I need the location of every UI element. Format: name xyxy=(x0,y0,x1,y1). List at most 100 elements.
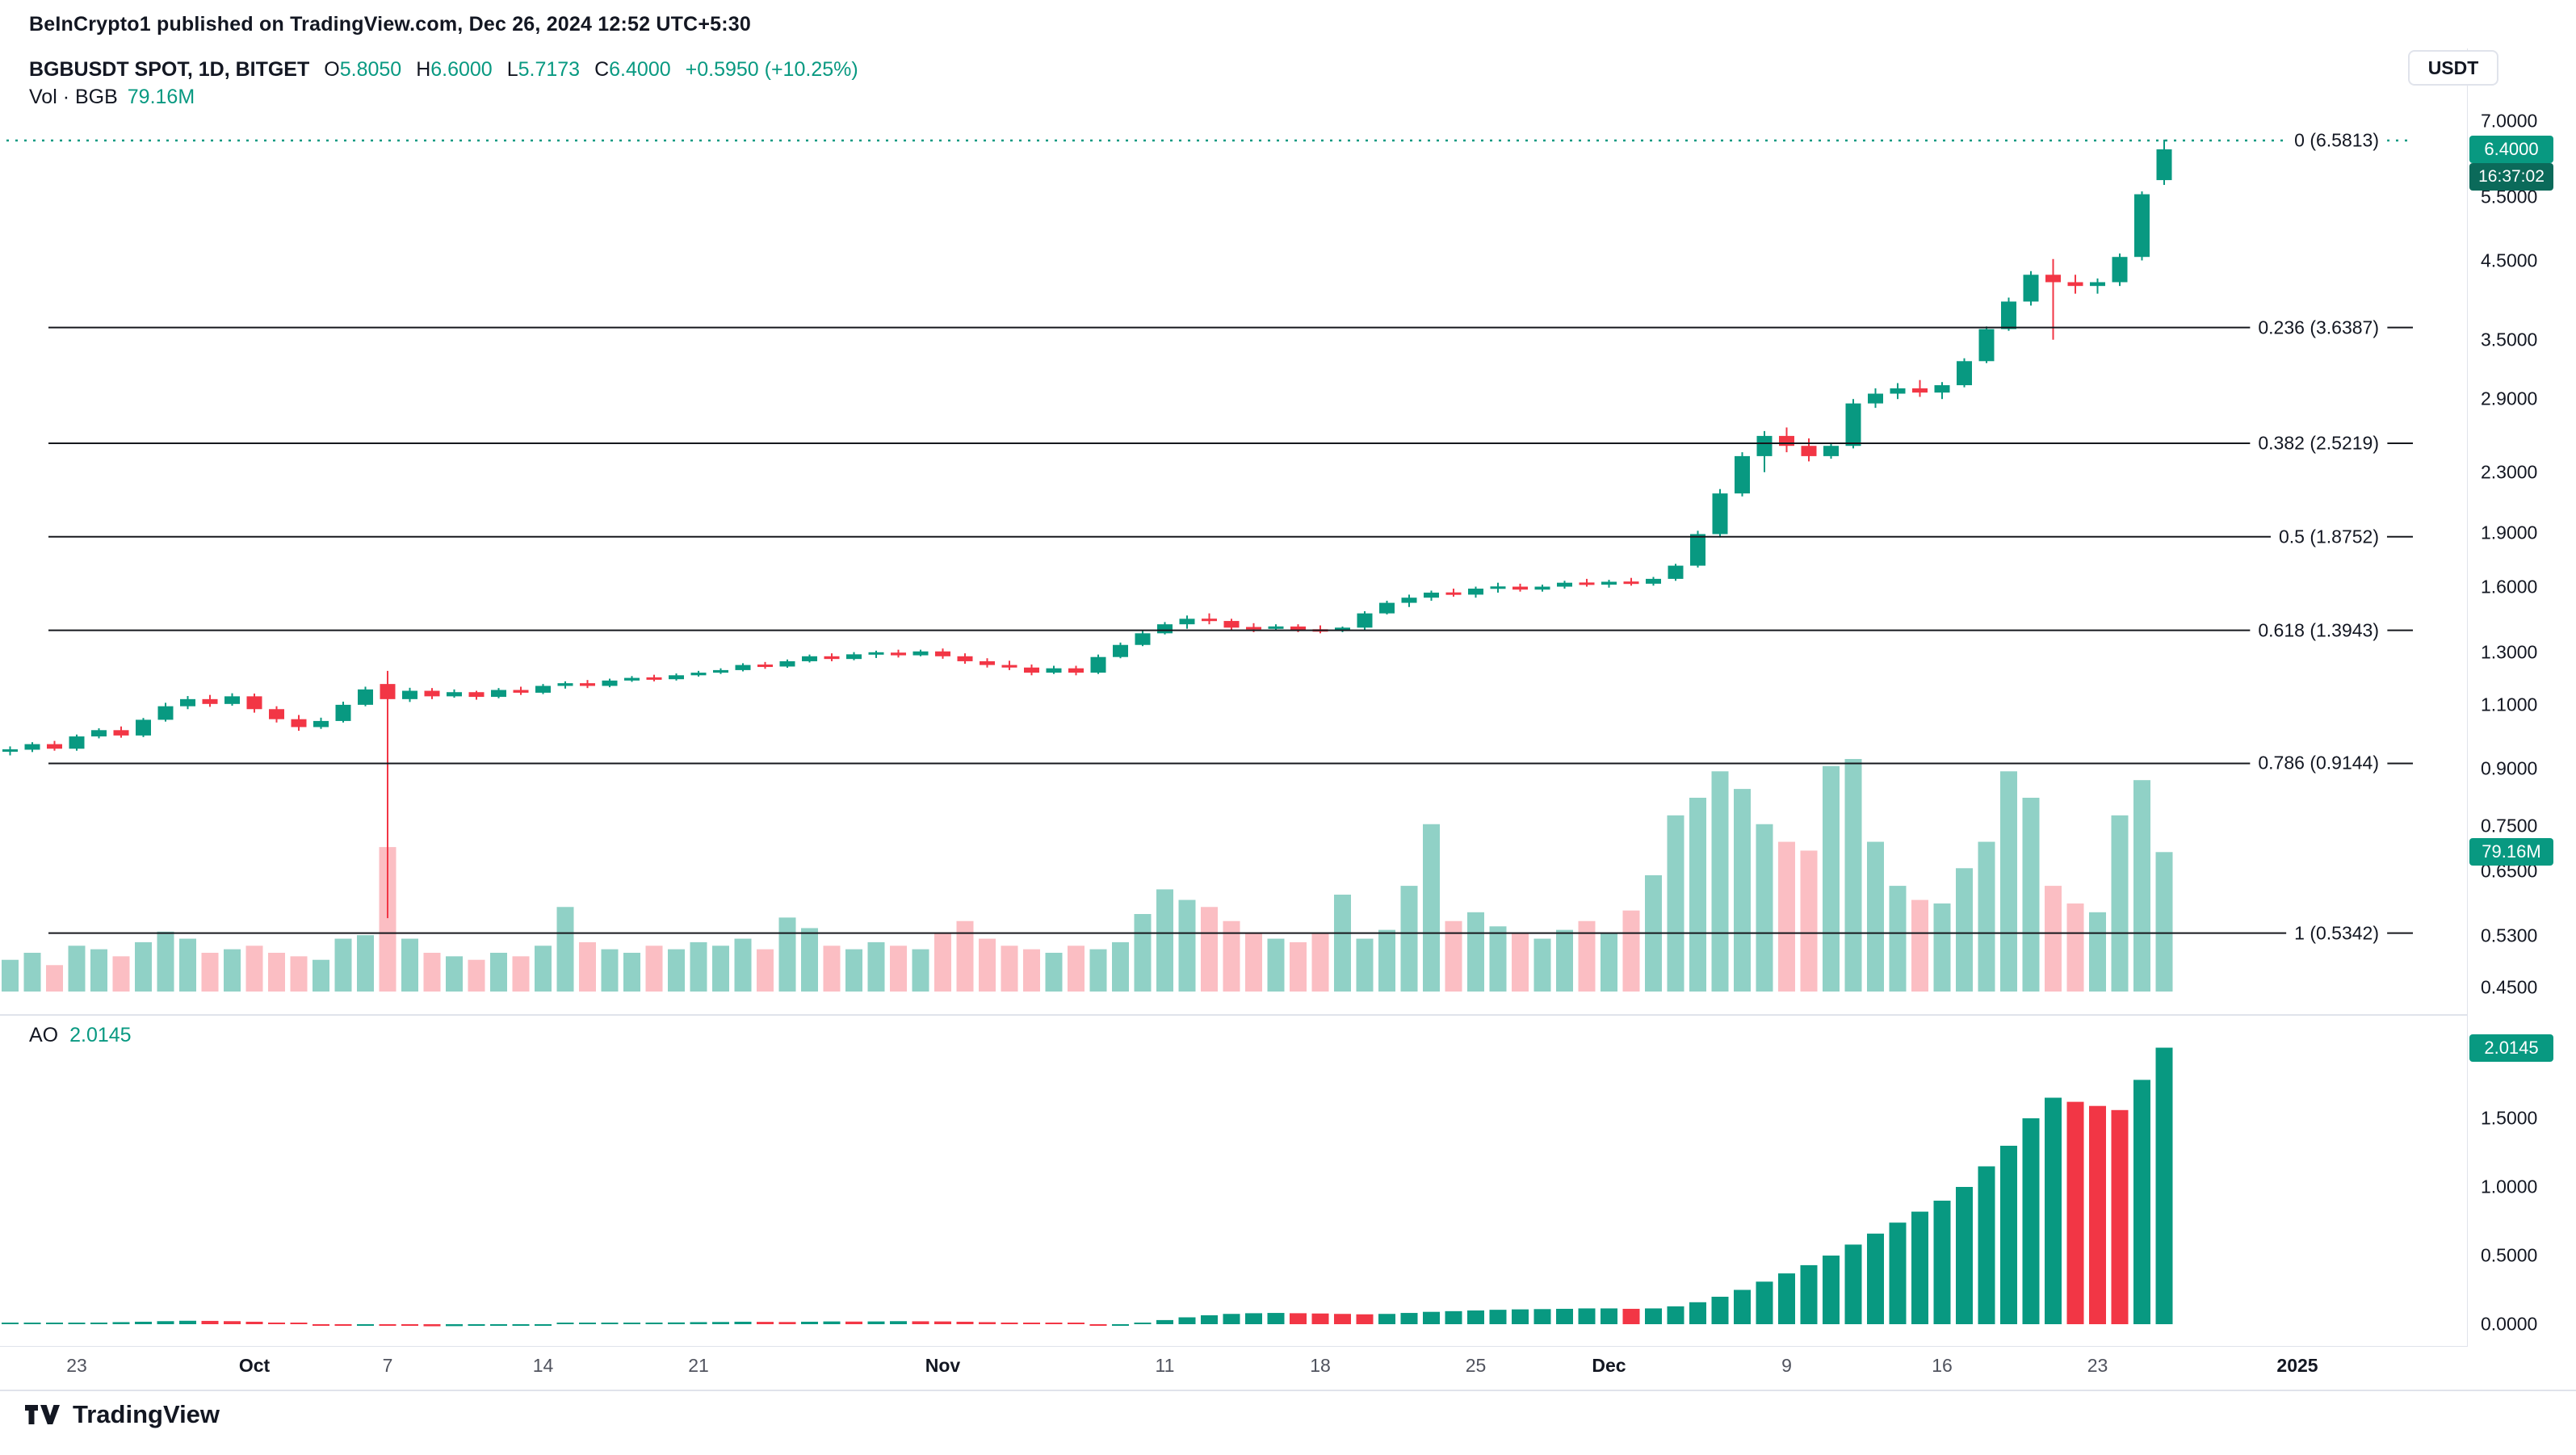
ao-bar xyxy=(1290,1313,1307,1324)
candle-body xyxy=(1068,668,1084,673)
candle-body xyxy=(246,696,262,710)
ao-bar xyxy=(1800,1264,1818,1324)
candle-body xyxy=(1557,582,1572,587)
ao-bar xyxy=(1556,1308,1573,1324)
volume-bar xyxy=(2066,903,2084,992)
ao-bar xyxy=(1645,1308,1662,1324)
ao-bar xyxy=(2133,1080,2150,1324)
volume-bar xyxy=(1467,912,1484,992)
ao-bar xyxy=(579,1323,596,1324)
ao-bar xyxy=(690,1322,707,1324)
candle-body xyxy=(980,660,995,665)
volume-bar xyxy=(734,938,752,992)
candle-body xyxy=(335,704,351,721)
ao-bar xyxy=(1001,1322,1018,1324)
bar-countdown-badge: 16:37:02 xyxy=(2469,162,2553,191)
ao-bar xyxy=(401,1324,418,1327)
volume-bar xyxy=(645,946,663,992)
candle-body xyxy=(913,651,929,656)
time-tick-label: 11 xyxy=(1155,1355,1175,1376)
candle-body xyxy=(1512,586,1528,590)
price-tick-label: 1.9000 xyxy=(2481,522,2538,543)
volume-bar xyxy=(1489,926,1507,992)
candle-body xyxy=(491,690,506,698)
ao-bar xyxy=(1823,1256,1840,1324)
symbol-legend[interactable]: BGBUSDT SPOT, 1D, BITGET O5.8050 H6.6000… xyxy=(29,58,858,82)
ao-bar xyxy=(1734,1289,1751,1324)
ohlc-label: O xyxy=(324,58,340,81)
candle-body xyxy=(846,654,862,660)
volume-bar xyxy=(1734,789,1751,992)
price-tick-label: 4.5000 xyxy=(2481,249,2538,271)
candle-body xyxy=(868,652,884,655)
volume-bar xyxy=(1711,771,1729,992)
change-readout: +0.5950 (+10.25%) xyxy=(685,58,858,81)
ao-bar xyxy=(68,1323,86,1324)
volume-legend[interactable]: Vol · BGB 79.16M xyxy=(29,86,195,109)
time-tick-label: Dec xyxy=(1592,1355,1626,1376)
volume-bar xyxy=(157,931,174,992)
time-axis[interactable]: 23 Oct 7 14 21 Nov 11 18 25 Dec 9 16 23 2025 xyxy=(0,1347,2576,1389)
candle-body xyxy=(513,690,529,693)
candle-body xyxy=(1357,613,1373,628)
volume-bar xyxy=(556,907,574,992)
ao-bar xyxy=(1933,1201,1951,1324)
ao-bar xyxy=(1178,1317,1196,1324)
candle-body xyxy=(802,656,817,661)
ao-bar xyxy=(1689,1302,1706,1324)
price-tick-label: 1.1000 xyxy=(2481,694,2538,715)
volume-bar xyxy=(1311,933,1329,992)
price-tick-label: 2.3000 xyxy=(2481,461,2538,483)
candle-body xyxy=(468,692,485,698)
candle-body xyxy=(757,665,773,668)
volume-bar xyxy=(401,938,418,992)
ao-bar xyxy=(1711,1297,1729,1324)
candle-body xyxy=(779,660,795,667)
volume-bar xyxy=(1889,886,1907,992)
ao-bar xyxy=(1445,1310,1462,1324)
volume-bar xyxy=(290,956,308,992)
time-tick-label: 23 xyxy=(2087,1355,2108,1376)
candle-body xyxy=(1157,624,1173,634)
volume-bar xyxy=(2000,771,2017,992)
ao-legend[interactable]: AO 2.0145 xyxy=(29,1024,132,1047)
currency-button[interactable]: USDT xyxy=(2408,50,2498,86)
candle-body xyxy=(1735,455,1750,494)
volume-bar xyxy=(668,949,685,992)
volume-bar xyxy=(623,953,640,992)
candle-body xyxy=(669,675,684,680)
volume-bar xyxy=(1844,759,1862,992)
ohlc-value: 5.8050 xyxy=(339,58,402,81)
volume-bar xyxy=(1089,949,1107,992)
attribution-text: BeInCrypto1 published on TradingView.com… xyxy=(29,13,751,36)
ao-bar xyxy=(334,1324,352,1326)
candle-body xyxy=(1246,627,1261,630)
candle-body xyxy=(1024,667,1039,673)
ao-bar xyxy=(556,1323,574,1324)
ao-bar xyxy=(179,1320,196,1324)
volume-bar xyxy=(1911,899,1928,992)
volume-bar xyxy=(1201,907,1218,992)
ao-bar xyxy=(468,1324,485,1327)
ao-bar xyxy=(1667,1306,1684,1324)
volume-bar xyxy=(1267,938,1285,992)
ao-bar xyxy=(2045,1097,2062,1324)
candle-body xyxy=(1135,633,1151,645)
ao-bar xyxy=(90,1322,107,1324)
candle-body xyxy=(380,684,396,699)
volume-bar xyxy=(2089,912,2106,992)
candle-body xyxy=(2156,149,2172,181)
time-tick-label: 21 xyxy=(688,1355,709,1376)
price-tick-label: 0.7500 xyxy=(2481,815,2538,837)
symbol-title[interactable]: BGBUSDT SPOT, 1D, BITGET xyxy=(29,58,310,81)
tradingview-logo-icon[interactable] xyxy=(24,1403,61,1427)
candle-body xyxy=(935,651,950,656)
close-readout: C6.4000 xyxy=(594,58,671,82)
tradingview-brand[interactable]: TradingView xyxy=(73,1400,220,1428)
volume-bar xyxy=(468,959,485,992)
price-axis[interactable]: 7.0000 5.5000 4.5000 3.5000 2.9000 2.3000 1.90… xyxy=(2468,48,2576,1347)
ohlc-value: 5.7173 xyxy=(518,58,581,81)
candle-body xyxy=(602,680,618,686)
volume-bar xyxy=(1823,765,1840,992)
